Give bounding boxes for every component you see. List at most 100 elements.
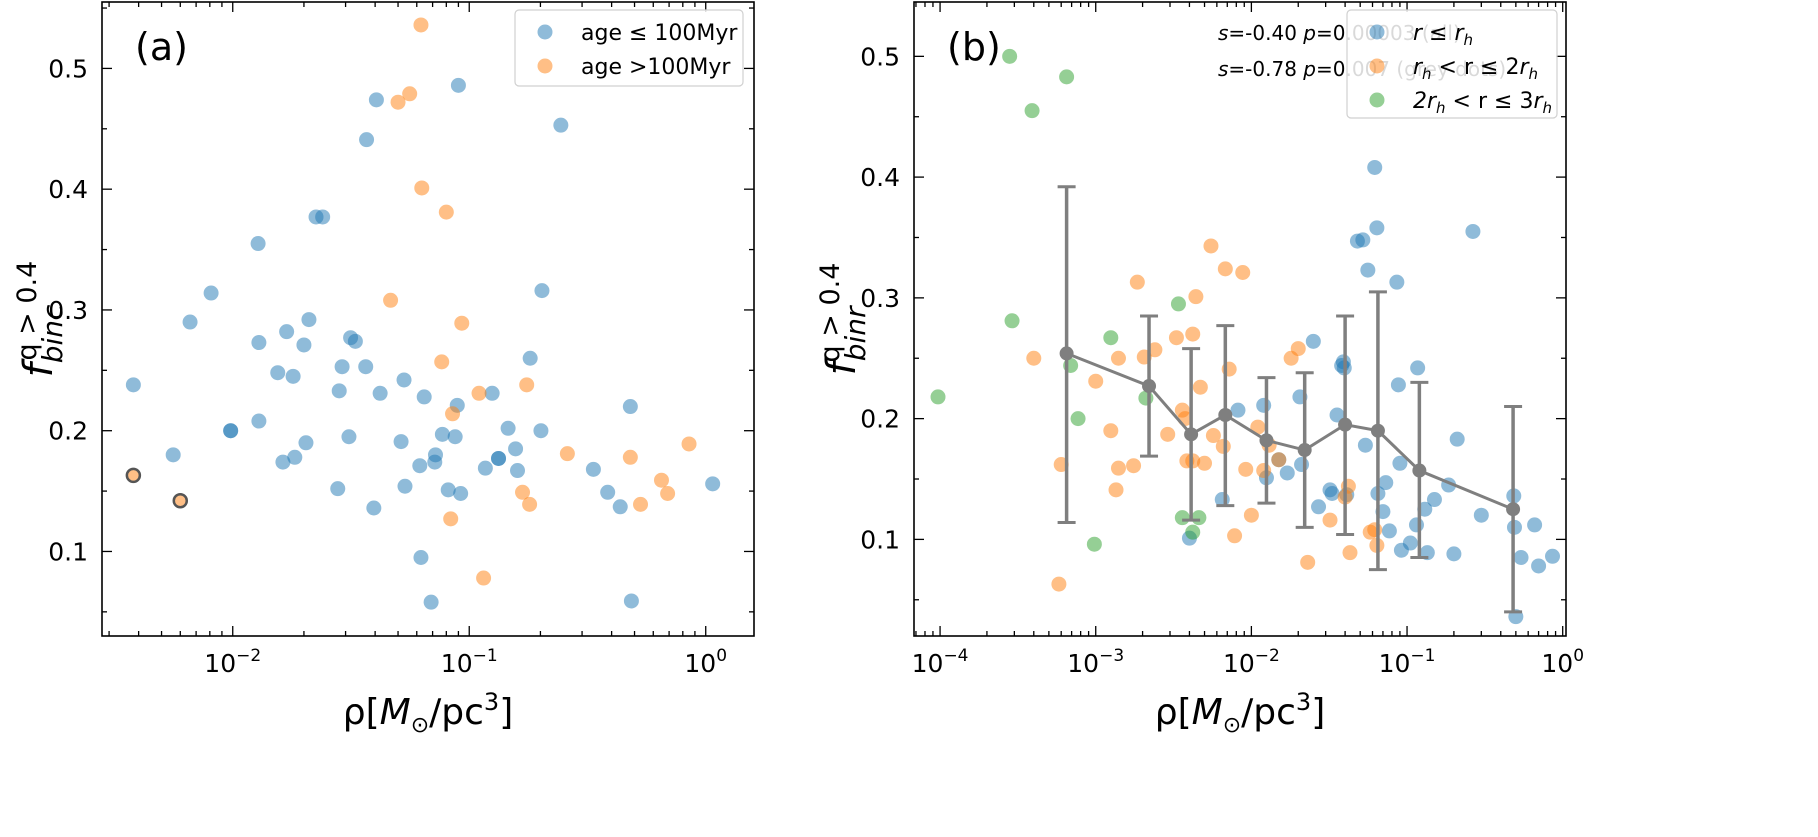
scatter-point <box>484 385 500 401</box>
scatter-point <box>623 593 639 609</box>
scatter-point <box>165 447 181 463</box>
x-tick-label: 10−2 <box>1223 646 1280 678</box>
scatter-point <box>1185 326 1201 342</box>
scatter-point <box>1367 159 1383 175</box>
panel-a: 10−2 10−1 100 0.1 0.2 0.3 0.4 0.5 (a) ρ[M⊙/pc3] fb… <box>12 1 755 738</box>
binned-point <box>1297 443 1312 458</box>
binned-point <box>1506 502 1521 517</box>
scatter-point <box>438 204 454 220</box>
scatter-point <box>416 389 432 405</box>
scatter-point <box>519 377 535 393</box>
scatter-point <box>1389 274 1405 290</box>
scatter-point <box>358 359 374 375</box>
scatter-point <box>533 423 549 439</box>
panel-label: (a) <box>135 25 188 69</box>
scatter-point <box>1311 499 1327 515</box>
binned-point <box>1259 433 1274 448</box>
x-tick-label: 10−4 <box>912 646 969 678</box>
scatter-point <box>1103 330 1119 346</box>
scatter-point <box>1279 465 1295 481</box>
scatter-point <box>1527 517 1543 533</box>
scatter-point <box>510 463 526 479</box>
binned-point <box>1370 423 1385 438</box>
scatter-point <box>454 315 470 331</box>
scatter-point <box>585 461 601 477</box>
y-tick-label: 0.3 <box>48 296 88 325</box>
scatter-point <box>250 236 266 252</box>
scatter-point <box>1227 528 1243 544</box>
scatter-point <box>1024 103 1040 119</box>
scatter-point <box>476 570 492 586</box>
scatter-point <box>1446 546 1462 562</box>
scatter-point <box>440 482 456 498</box>
scatter-point <box>612 499 628 515</box>
binned-point <box>1142 379 1157 394</box>
scatter-point <box>500 420 516 436</box>
scatter-point <box>443 511 459 527</box>
scatter-point <box>1250 419 1266 435</box>
legend-label: 2rh < r ≤ 3rh <box>1413 89 1552 117</box>
scatter-point <box>534 283 550 299</box>
scatter-point <box>471 385 487 401</box>
scatter-point <box>1357 437 1373 453</box>
scatter-point <box>1378 475 1394 491</box>
scatter-point <box>396 372 412 388</box>
scatter-point <box>301 312 317 328</box>
scatter-point <box>1531 558 1547 574</box>
y-tick-label: 0.2 <box>860 405 900 434</box>
legend-marker <box>1369 92 1385 108</box>
scatter-point <box>1174 510 1190 526</box>
scatter-point <box>622 399 638 415</box>
series-3 <box>930 48 1207 552</box>
scatter-point <box>553 117 569 133</box>
scatter-point <box>1392 455 1408 471</box>
scatter-point <box>1088 373 1104 389</box>
scatter-point <box>368 92 384 108</box>
scatter-point <box>434 354 450 370</box>
scatter-point <box>414 180 430 196</box>
scatter-point <box>1390 377 1406 393</box>
scatter-point <box>182 314 198 330</box>
scatter-point <box>705 476 721 492</box>
scatter-point <box>1408 517 1424 533</box>
scatter-point <box>1402 535 1418 551</box>
scatter-point <box>653 472 669 488</box>
scatter-point <box>298 435 314 451</box>
scatter-point <box>1256 397 1272 413</box>
scatter-point <box>1426 492 1442 508</box>
series-1 <box>1181 159 1561 625</box>
scatter-point <box>450 77 466 93</box>
legend-label: r ≤ rh <box>1413 21 1473 49</box>
scatter-point <box>559 446 575 462</box>
scatter-point <box>1256 463 1272 479</box>
binned-point <box>1338 417 1353 432</box>
legend-marker <box>537 58 553 74</box>
y-tick-label: 0.2 <box>48 417 88 446</box>
scatter-point <box>447 429 463 445</box>
scatter-point <box>1449 431 1465 447</box>
scatter-point <box>1355 232 1371 248</box>
scatter-point <box>1188 289 1204 305</box>
scatter-point <box>1545 548 1561 564</box>
scatter-point <box>1138 390 1154 406</box>
scatter-point <box>1070 411 1086 427</box>
scatter-point <box>1367 522 1383 538</box>
legend-label: rh < r ≤ 2rh <box>1413 55 1538 83</box>
scatter-point <box>390 94 406 110</box>
x-axis-label: ρ[M⊙/pc3] <box>1155 688 1326 738</box>
scatter-point <box>1290 341 1306 357</box>
scatter-point <box>223 423 239 439</box>
scatter-point <box>522 350 538 366</box>
y-axis-label: fbincq > 0.4 <box>12 261 69 378</box>
scatter-point <box>1147 342 1163 358</box>
y-tick-label: 0.5 <box>860 42 900 71</box>
scatter-point <box>1103 423 1119 439</box>
scatter-point <box>372 385 388 401</box>
scatter-point <box>1110 350 1126 366</box>
scatter-point <box>600 484 616 500</box>
scatter-point <box>1369 220 1385 236</box>
scatter-point <box>334 359 350 375</box>
scatter-point <box>1465 223 1481 239</box>
y-tick-label: 0.5 <box>48 54 88 83</box>
panel-b: 10−4 10−3 10−2 10−1 100 0.1 0.2 0.3 0.4 0.5 (b) ρ[M… <box>815 1 1584 738</box>
